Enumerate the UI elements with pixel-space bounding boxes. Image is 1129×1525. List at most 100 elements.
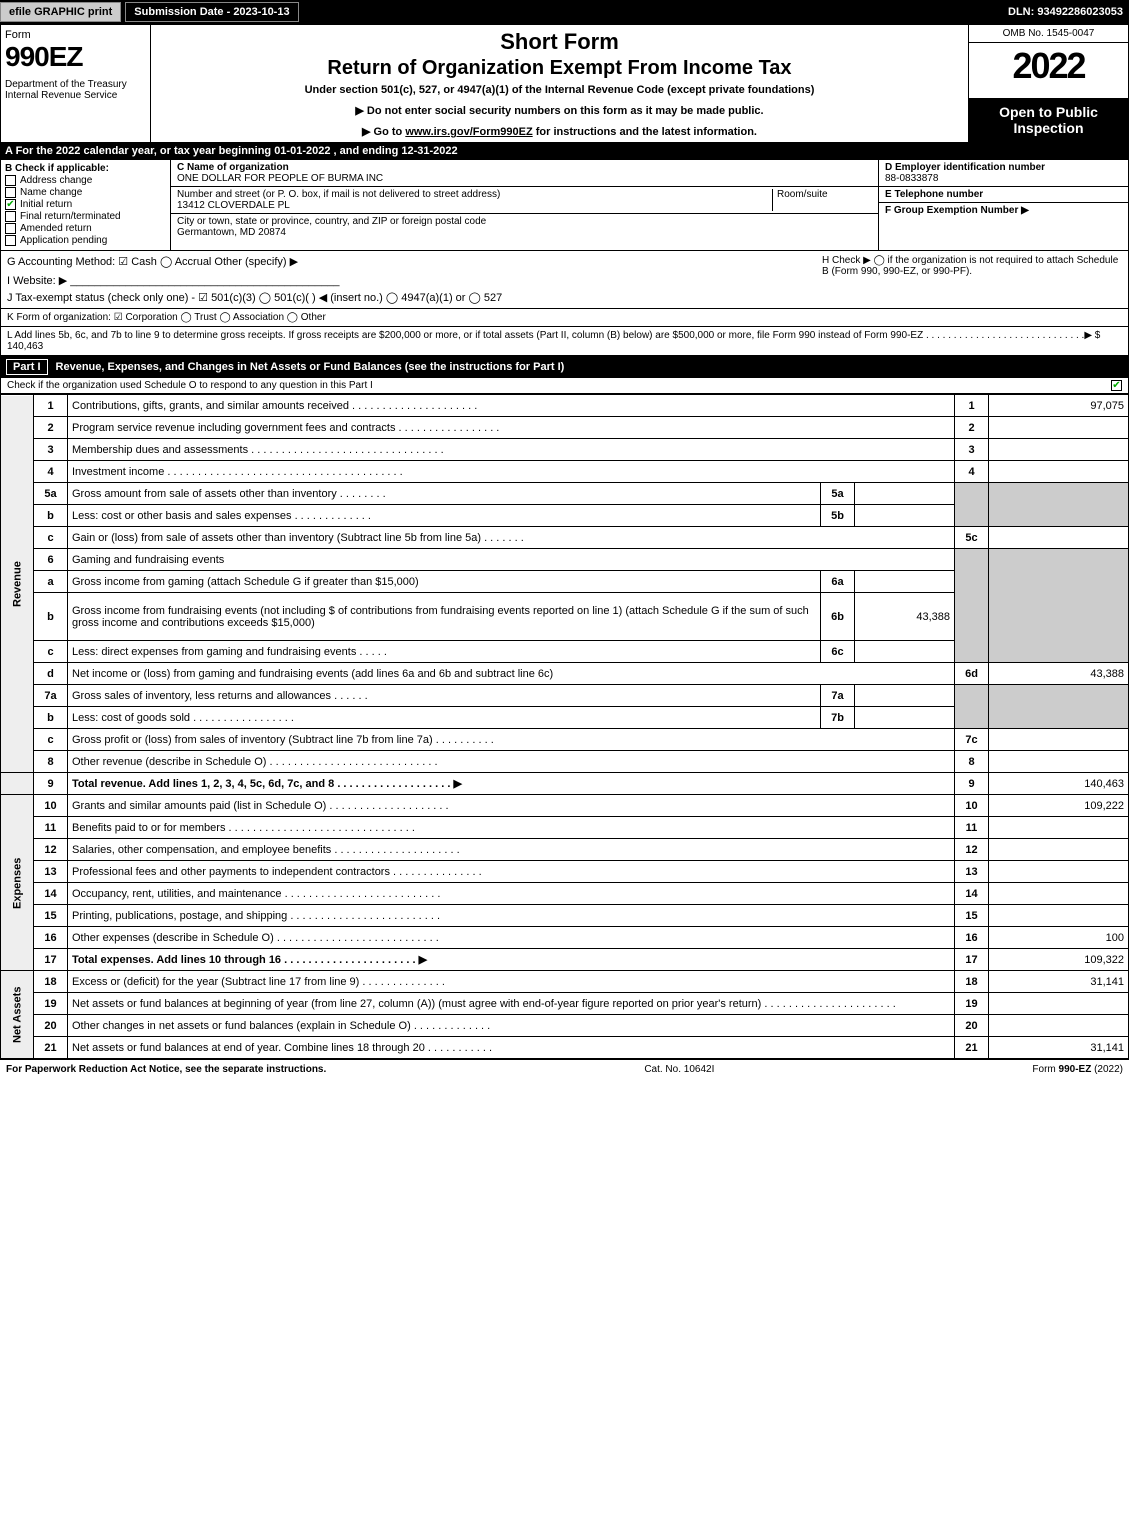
part-1-header: Part I Revenue, Expenses, and Changes in…	[0, 356, 1129, 378]
line-6d-amount: 43,388	[989, 663, 1129, 685]
goto-pre: ▶ Go to	[362, 126, 405, 138]
line-21-amount: 31,141	[989, 1037, 1129, 1059]
line-19-amount	[989, 993, 1129, 1015]
line-6b-subval: 43,388	[855, 593, 955, 641]
line-18-rowno: 18	[955, 971, 989, 993]
line-7c-no: c	[34, 729, 68, 751]
line-2-rowno: 2	[955, 417, 989, 439]
revenue-vlabel: Revenue	[1, 395, 34, 773]
city-label: City or town, state or province, country…	[177, 216, 486, 227]
schedule-o-checkbox[interactable]	[1111, 380, 1122, 391]
line-15-desc: Printing, publications, postage, and shi…	[68, 905, 955, 927]
city-value: Germantown, MD 20874	[177, 227, 286, 238]
line-17-desc: Total expenses. Add lines 10 through 16 …	[68, 949, 955, 971]
line-16-no: 16	[34, 927, 68, 949]
line-1-rowno: 1	[955, 395, 989, 417]
amended-return-checkbox[interactable]	[5, 223, 16, 234]
line-18-no: 18	[34, 971, 68, 993]
line-17-no: 17	[34, 949, 68, 971]
tax-year: 2022	[969, 43, 1128, 89]
line-18-desc: Excess or (deficit) for the year (Subtra…	[68, 971, 955, 993]
line-6-desc: Gaming and fundraising events	[68, 549, 955, 571]
row-l: L Add lines 5b, 6c, and 7b to line 9 to …	[0, 327, 1129, 356]
initial-return-checkbox[interactable]	[5, 199, 16, 210]
line-7b-subval	[855, 707, 955, 729]
return-title: Return of Organization Exempt From Incom…	[157, 57, 962, 80]
application-pending-checkbox[interactable]	[5, 235, 16, 246]
line-11-no: 11	[34, 817, 68, 839]
line-16-amount: 100	[989, 927, 1129, 949]
street-label: Number and street (or P. O. box, if mail…	[177, 189, 500, 200]
line-16-desc: Other expenses (describe in Schedule O) …	[68, 927, 955, 949]
amended-return-label: Amended return	[20, 223, 92, 234]
irs-link[interactable]: www.irs.gov/Form990EZ	[405, 126, 532, 138]
line-7a-subval	[855, 685, 955, 707]
line-20-desc: Other changes in net assets or fund bala…	[68, 1015, 955, 1037]
line-7c-amount	[989, 729, 1129, 751]
header-mid: Short Form Return of Organization Exempt…	[151, 25, 968, 142]
line-13-rowno: 13	[955, 861, 989, 883]
line-14-desc: Occupancy, rent, utilities, and maintena…	[68, 883, 955, 905]
org-name: ONE DOLLAR FOR PEOPLE OF BURMA INC	[177, 173, 383, 184]
line-10-rowno: 10	[955, 795, 989, 817]
ein-value: 88-0833878	[885, 173, 938, 184]
line-9-amount: 140,463	[989, 773, 1129, 795]
line-11-amount	[989, 817, 1129, 839]
line-14-amount	[989, 883, 1129, 905]
room-label: Room/suite	[777, 189, 828, 200]
ssn-warning: ▶ Do not enter social security numbers o…	[157, 104, 962, 117]
line-8-desc: Other revenue (describe in Schedule O) .…	[68, 751, 955, 773]
footer-left: For Paperwork Reduction Act Notice, see …	[6, 1064, 326, 1075]
line-1-desc: Contributions, gifts, grants, and simila…	[68, 395, 955, 417]
name-change-label: Name change	[20, 187, 82, 198]
goto-post: for instructions and the latest informat…	[533, 126, 757, 138]
line-8-rowno: 8	[955, 751, 989, 773]
line-5c-desc: Gain or (loss) from sale of assets other…	[68, 527, 955, 549]
name-change-checkbox[interactable]	[5, 187, 16, 198]
line-5a-sub: 5a	[821, 483, 855, 505]
section-b-c-d-e-f: B Check if applicable: Address change Na…	[0, 160, 1129, 251]
line-13-amount	[989, 861, 1129, 883]
line-3-no: 3	[34, 439, 68, 461]
line-5b-no: b	[34, 505, 68, 527]
short-form-title: Short Form	[157, 29, 962, 55]
line-5a-desc: Gross amount from sale of assets other t…	[68, 483, 821, 505]
final-return-checkbox[interactable]	[5, 211, 16, 222]
initial-return-label: Initial return	[20, 199, 72, 210]
line-5ab-shade	[955, 483, 989, 527]
line-6-shade-amt	[989, 549, 1129, 663]
line-9-no: 9	[34, 773, 68, 795]
part-1-sub-text: Check if the organization used Schedule …	[7, 380, 373, 391]
line-8-no: 8	[34, 751, 68, 773]
line-10-no: 10	[34, 795, 68, 817]
line-17-rowno: 17	[955, 949, 989, 971]
line-5b-sub: 5b	[821, 505, 855, 527]
line-10-amount: 109,222	[989, 795, 1129, 817]
line-3-rowno: 3	[955, 439, 989, 461]
line-20-amount	[989, 1015, 1129, 1037]
line-6c-no: c	[34, 641, 68, 663]
header-right: OMB No. 1545-0047 2022 Open to Public In…	[968, 25, 1128, 142]
footer: For Paperwork Reduction Act Notice, see …	[0, 1059, 1129, 1079]
line-11-desc: Benefits paid to or for members . . . . …	[68, 817, 955, 839]
form-header: Form 990EZ Department of the Treasury In…	[0, 24, 1129, 143]
line-6c-desc: Less: direct expenses from gaming and fu…	[68, 641, 821, 663]
submission-date-label: Submission Date - 2023-10-13	[125, 2, 298, 22]
address-change-checkbox[interactable]	[5, 175, 16, 186]
line-6d-desc: Net income or (loss) from gaming and fun…	[68, 663, 955, 685]
line-21-desc: Net assets or fund balances at end of ye…	[68, 1037, 955, 1059]
line-15-no: 15	[34, 905, 68, 927]
rev-bottom	[1, 773, 34, 795]
column-c: C Name of organization ONE DOLLAR FOR PE…	[171, 160, 878, 250]
line-13-desc: Professional fees and other payments to …	[68, 861, 955, 883]
line-6-shade	[955, 549, 989, 663]
row-k: K Form of organization: ☑ Corporation ◯ …	[0, 309, 1129, 327]
line-3-desc: Membership dues and assessments . . . . …	[68, 439, 955, 461]
line-13-no: 13	[34, 861, 68, 883]
efile-print-button[interactable]: efile GRAPHIC print	[0, 2, 121, 22]
line-7ab-shade-amt	[989, 685, 1129, 729]
line-1-amount: 97,075	[989, 395, 1129, 417]
final-return-label: Final return/terminated	[20, 211, 121, 222]
line-7a-desc: Gross sales of inventory, less returns a…	[68, 685, 821, 707]
dln-label: DLN: 93492286023053	[1008, 6, 1129, 18]
